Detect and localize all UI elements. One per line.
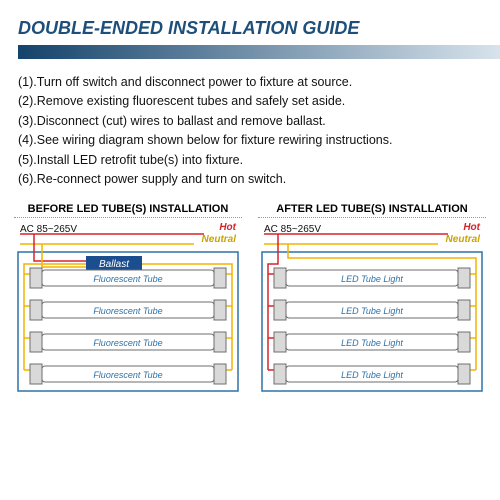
title-rule (14, 217, 242, 218)
svg-text:LED Tube Light: LED Tube Light (341, 306, 403, 316)
svg-text:Fluorescent Tube: Fluorescent Tube (93, 338, 162, 348)
wiring-diagram-before-svg: AC 85~265VHotNeutralBallastFluorescent T… (14, 220, 242, 395)
diagram-before: BEFORE LED TUBE(S) INSTALLATION AC 85~26… (14, 203, 242, 395)
svg-text:Hot: Hot (463, 222, 480, 233)
svg-text:LED Tube Light: LED Tube Light (341, 274, 403, 284)
svg-text:Ballast: Ballast (99, 259, 130, 270)
diagram-after-title: AFTER LED TUBE(S) INSTALLATION (258, 203, 486, 217)
step-item: (4).See wiring diagram shown below for f… (18, 131, 482, 150)
svg-text:Fluorescent Tube: Fluorescent Tube (93, 306, 162, 316)
page-title: DOUBLE-ENDED INSTALLATION GUIDE (18, 18, 359, 38)
diagram-after: AFTER LED TUBE(S) INSTALLATION AC 85~265… (258, 203, 486, 395)
svg-text:Neutral: Neutral (202, 234, 237, 245)
step-item: (2).Remove existing fluorescent tubes an… (18, 92, 482, 111)
step-item: (6).Re-connect power supply and turn on … (18, 170, 482, 189)
svg-text:LED Tube Light: LED Tube Light (341, 338, 403, 348)
svg-text:Fluorescent Tube: Fluorescent Tube (93, 370, 162, 380)
svg-text:Hot: Hot (219, 222, 236, 233)
step-item: (1).Turn off switch and disconnect power… (18, 73, 482, 92)
step-item: (3).Disconnect (cut) wires to ballast an… (18, 112, 482, 131)
step-item: (5).Install LED retrofit tube(s) into fi… (18, 151, 482, 170)
title-rule (258, 217, 486, 218)
header-gradient-bar (18, 45, 500, 59)
svg-text:LED Tube Light: LED Tube Light (341, 370, 403, 380)
svg-text:Fluorescent Tube: Fluorescent Tube (93, 274, 162, 284)
svg-text:Neutral: Neutral (446, 234, 481, 245)
steps-list: (1).Turn off switch and disconnect power… (0, 59, 500, 199)
wiring-diagram-after-svg: AC 85~265VHotNeutralLED Tube LightLED Tu… (258, 220, 486, 395)
diagram-before-title: BEFORE LED TUBE(S) INSTALLATION (14, 203, 242, 217)
